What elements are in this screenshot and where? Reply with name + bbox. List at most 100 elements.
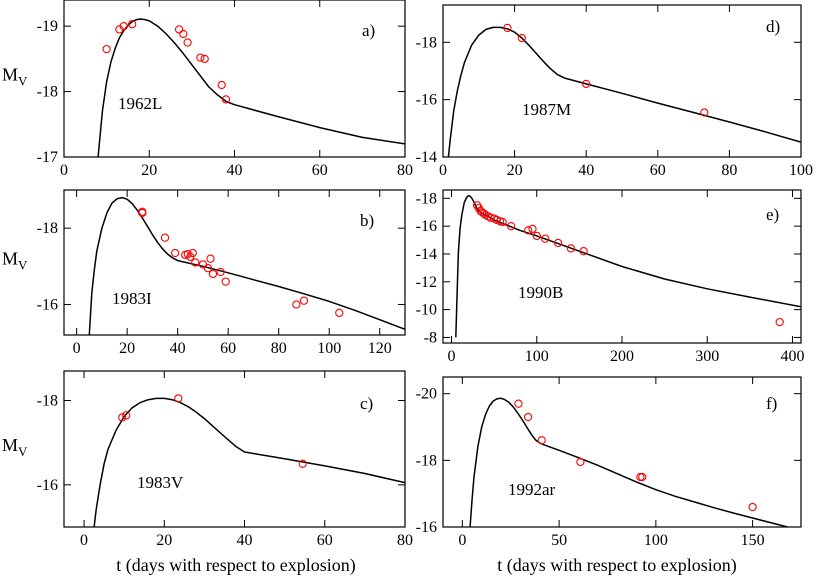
- observed-point: [138, 207, 147, 216]
- y-tick-label: -14: [416, 149, 437, 166]
- observed-point: [498, 217, 507, 227]
- plot-area: [93, 394, 405, 527]
- observed-point: [486, 213, 495, 222]
- observed-point: [170, 248, 180, 258]
- observed-point: [507, 222, 516, 231]
- x-tick-label: 60: [220, 340, 236, 357]
- plot-area: [447, 23, 801, 157]
- observed-point: [553, 238, 563, 248]
- x-tick-label: 60: [312, 162, 328, 179]
- y-tick-label: -20: [416, 386, 437, 403]
- observed-point: [196, 53, 205, 62]
- x-tick-label: 300: [695, 348, 719, 365]
- sn-name: 1992ar: [508, 480, 556, 499]
- panel-tag: a): [362, 21, 375, 40]
- y-tick-label: -10: [416, 302, 437, 319]
- observed-point: [183, 249, 192, 259]
- sn-name: 1983I: [112, 289, 152, 308]
- x-tick-label: 80: [271, 340, 287, 357]
- observed-point: [532, 231, 541, 241]
- y-tick-label: -16: [37, 296, 58, 313]
- model-light-curve: [469, 397, 788, 527]
- panel-tag: c): [360, 394, 373, 413]
- observed-point: [216, 267, 225, 277]
- x-tick-label: 100: [644, 532, 668, 549]
- x-tick-label: 0: [439, 162, 447, 179]
- x-tick-label: 100: [317, 340, 341, 357]
- y-tick-label: -8: [424, 329, 437, 346]
- y-tick-label: -18: [416, 34, 437, 51]
- sn-name: 1983V: [137, 473, 184, 492]
- x-tick-label: 100: [525, 348, 549, 365]
- model-light-curve: [447, 26, 801, 157]
- plot-frame: [442, 376, 802, 528]
- observed-point: [503, 23, 512, 33]
- x-tick-label: 200: [610, 348, 634, 365]
- plot-frame: [63, 189, 406, 336]
- x-tick-label: 20: [507, 162, 523, 179]
- observed-point: [582, 79, 591, 89]
- observed-point: [748, 502, 757, 512]
- observed-point: [191, 258, 200, 267]
- observed-point: [517, 33, 526, 43]
- model-light-curve: [88, 196, 405, 335]
- panel-c: 0 20 40 60 80 -16 -18 c) 1983V MV: [2, 370, 413, 549]
- observed-point: [183, 38, 192, 47]
- plot-frame: [63, 0, 406, 158]
- observed-point: [208, 269, 218, 279]
- observed-point: [523, 412, 533, 422]
- panel-tag: f): [766, 394, 777, 413]
- x-tick-label: 60: [650, 162, 666, 179]
- panel-tag: b): [360, 211, 374, 230]
- observed-point: [298, 459, 307, 468]
- x-axis-label-right: t (days with respect to explosion): [497, 555, 736, 576]
- observed-point: [775, 317, 784, 327]
- x-tick-label: 80: [397, 532, 413, 549]
- panel-d: 0 20 40 60 80 100 -14 -16 -18 d) 1987M: [416, 4, 813, 179]
- observed-point: [638, 472, 647, 482]
- observed-point: [174, 394, 183, 403]
- observed-point: [479, 209, 489, 218]
- y-tick-label: -14: [416, 246, 437, 263]
- observed-point: [221, 95, 231, 104]
- x-tick-label: 40: [237, 532, 253, 549]
- y-axis-label: MV: [2, 249, 28, 273]
- plot-frame: [442, 4, 802, 158]
- panel-tag: e): [766, 205, 779, 224]
- observed-point: [537, 436, 546, 445]
- y-tick-label: -18: [37, 393, 58, 410]
- x-tick-label: 150: [741, 532, 765, 549]
- y-tick-label: -12: [416, 274, 437, 291]
- observed-point: [566, 244, 576, 253]
- observed-point: [188, 248, 197, 258]
- x-tick-label: 0: [60, 162, 68, 179]
- x-tick-label: 50: [551, 532, 567, 549]
- observed-point: [514, 399, 523, 408]
- x-tick-label: 80: [721, 162, 737, 179]
- x-tick-label: 20: [119, 340, 135, 357]
- plot-area: [469, 397, 788, 527]
- plot-area: [88, 196, 405, 335]
- y-tick-label: -18: [37, 220, 58, 237]
- observed-point: [299, 296, 309, 305]
- x-tick-label: 40: [227, 162, 243, 179]
- x-tick-label: 0: [73, 340, 81, 357]
- observed-point: [118, 413, 127, 422]
- sn-name: 1987M: [522, 100, 571, 119]
- x-tick-label: 400: [780, 348, 804, 365]
- observed-point: [292, 300, 301, 309]
- observed-point: [122, 411, 131, 420]
- plot-frame: [63, 370, 406, 528]
- x-tick-label: 20: [156, 532, 172, 549]
- y-tick-label: -17: [37, 149, 58, 166]
- observed-point: [128, 20, 137, 29]
- observed-point: [174, 25, 184, 34]
- observed-point: [579, 247, 588, 256]
- x-tick-label: 0: [458, 532, 466, 549]
- plot-area: [455, 194, 801, 338]
- y-tick-label: -18: [416, 452, 437, 469]
- y-tick-label: -16: [37, 477, 58, 494]
- observed-point: [160, 233, 170, 242]
- model-light-curve: [93, 397, 405, 527]
- y-tick-label: -16: [416, 519, 437, 536]
